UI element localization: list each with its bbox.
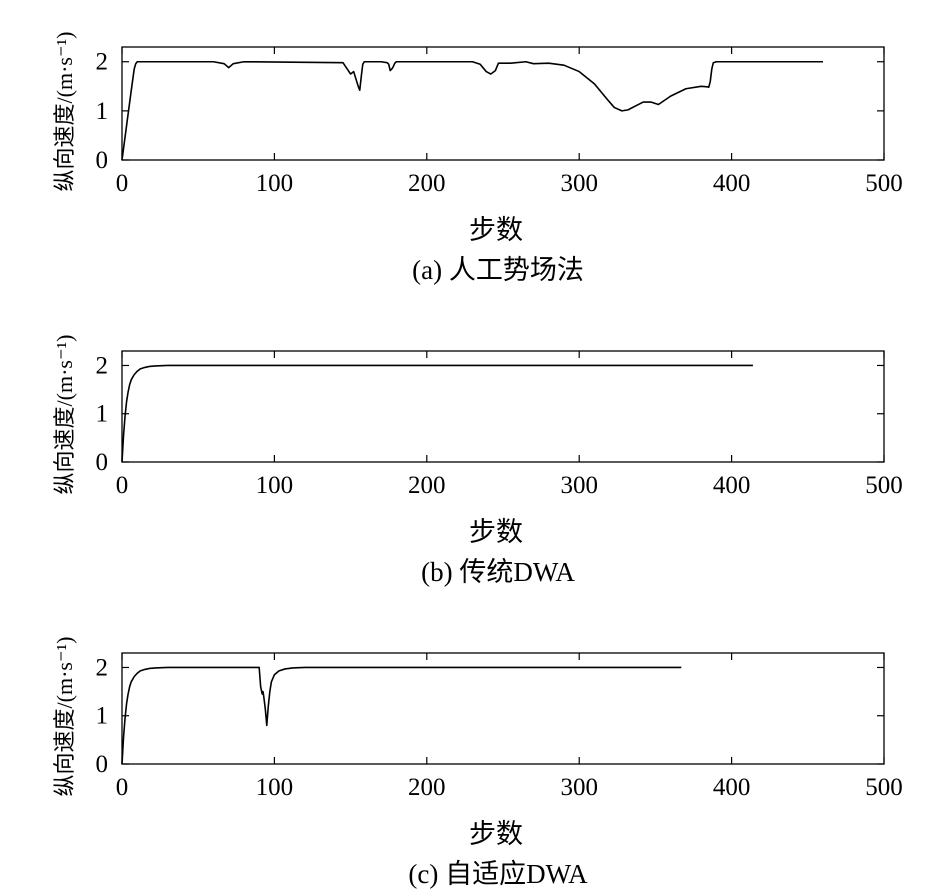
x-tick-label: 400 [713,472,751,499]
x-tick-label: 0 [116,774,129,801]
y-tick-label: 2 [96,49,109,76]
y-tick-label: 1 [96,401,109,428]
series-line-0 [121,666,682,765]
x-tick-label: 0 [116,472,129,499]
y-axis-label: 纵向速度/(m·s⁻¹) [52,637,77,797]
y-tick-label: 0 [96,147,109,174]
x-tick-label: 200 [408,170,446,197]
x-tick-label: 100 [256,774,294,801]
panel-caption: (b) 传统DWA [421,557,575,587]
axes-box [121,350,885,463]
x-tick-label: 400 [713,774,751,801]
y-axis-label: 纵向速度/(m·s⁻¹) [52,335,77,495]
panel-caption: (a) 人工势场法 [412,255,584,285]
x-tick-label: 500 [865,774,903,801]
x-axis-label: 步数 [469,215,523,245]
x-tick-label: 400 [713,170,751,197]
axes-box [121,46,885,161]
x-tick-label: 200 [408,472,446,499]
y-tick-label: 1 [96,703,109,730]
x-tick-label: 300 [560,170,598,197]
chart-panel-2: 0 100 200 300 400 500 0 1 2 步数 (c) 自适应DWA 纵向速度/(m·s… [52,637,903,889]
x-tick-label: 100 [256,170,294,197]
x-tick-label: 0 [116,170,129,197]
chart-panel-0: 0 100 200 300 400 500 0 1 2 步数 (a) 人工势场法 纵向速度/(m·s⁻… [52,32,903,285]
x-axis-label: 步数 [469,819,523,849]
x-tick-label: 300 [560,774,598,801]
chart-panel-1: 0 100 200 300 400 500 0 1 2 步数 (b) 传统DWA 纵向速度/(m·s⁻… [52,335,903,587]
axes-box [121,652,885,765]
y-tick-label: 1 [96,98,109,125]
series-line-0 [121,60,824,161]
y-tick-label: 2 [96,352,109,379]
x-axis-label: 步数 [469,517,523,547]
y-tick-label: 0 [96,449,109,476]
y-tick-label: 0 [96,751,109,778]
y-tick-label: 2 [96,654,109,681]
x-tick-label: 300 [560,472,598,499]
series-line-0 [121,364,753,463]
x-tick-label: 500 [865,170,903,197]
panel-caption: (c) 自适应DWA [408,859,588,889]
x-tick-label: 200 [408,774,446,801]
x-tick-label: 100 [256,472,294,499]
x-tick-label: 500 [865,472,903,499]
y-axis-label: 纵向速度/(m·s⁻¹) [52,32,77,192]
